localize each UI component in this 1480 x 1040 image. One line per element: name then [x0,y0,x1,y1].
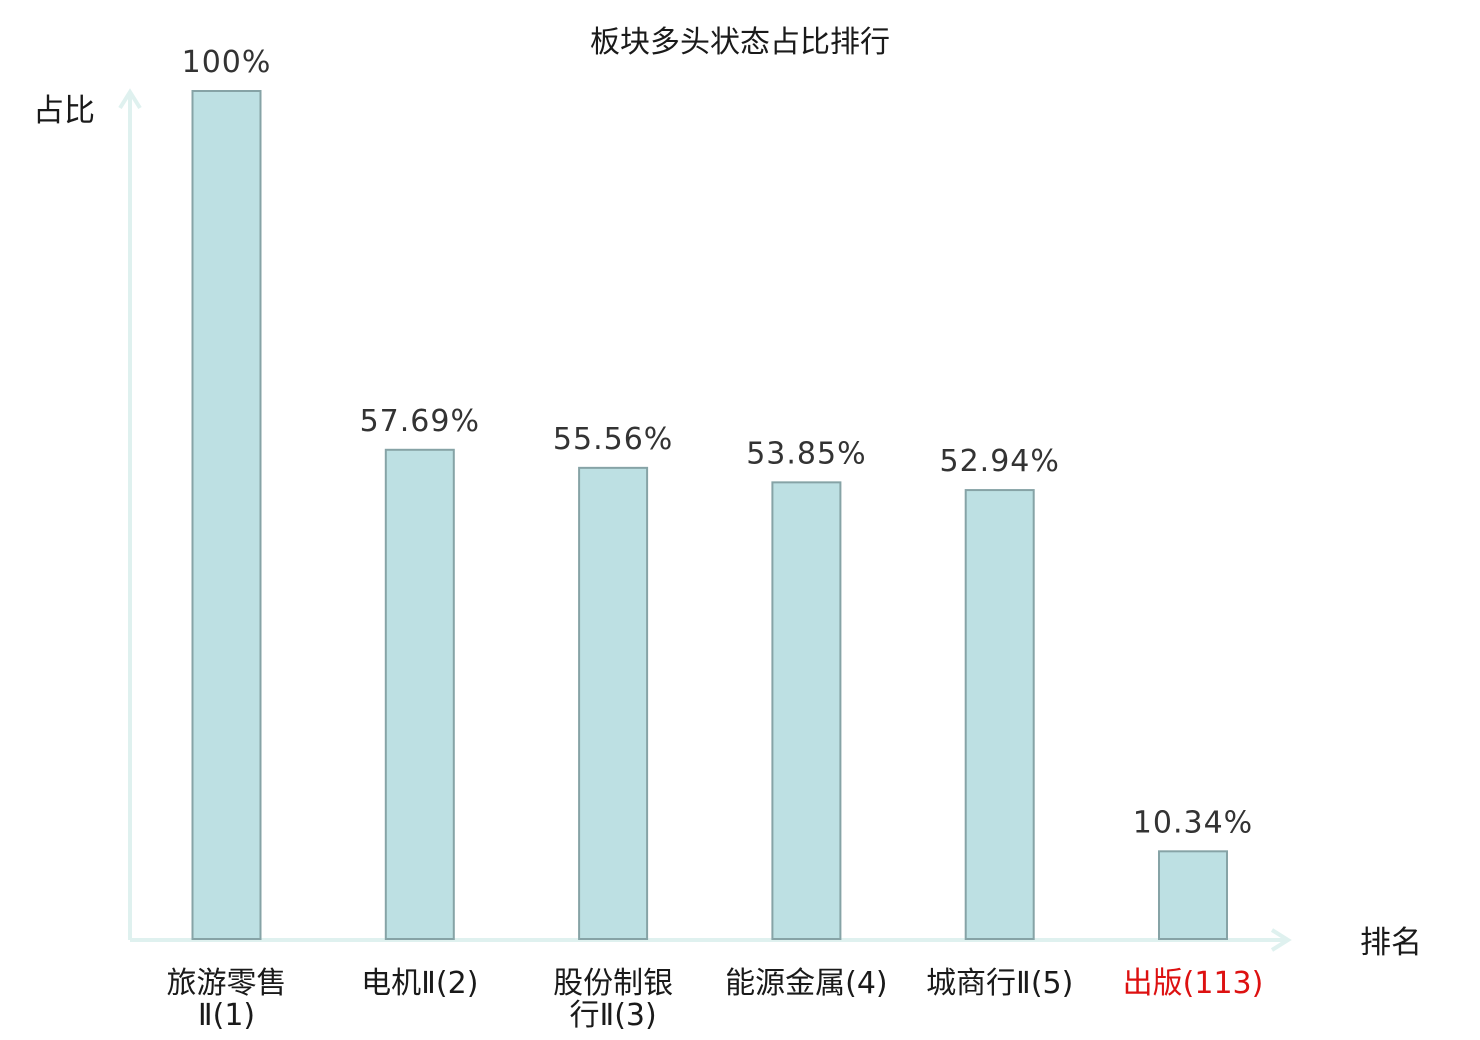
x-axis-arrow [1270,928,1292,952]
axes [118,88,1292,952]
value-labels-group: 100% 57.69% 55.56% 53.85% 52.94% 10.34% [182,45,1253,840]
x-axis-label: 排名 [1360,925,1422,961]
bar-6 [1158,850,1228,940]
category-label-4-line-1: 能源金属(4) [725,966,888,1001]
chart-title: 板块多头状态占比排行 [590,25,890,60]
bar-4 [771,481,842,940]
category-label-5-line-1: 城商行Ⅱ(5) [926,966,1073,1001]
value-label-4: 53.85% [746,436,866,471]
category-label-1-line-1: 旅游零售 [167,966,287,1001]
category-label-3-line-1: 股份制银 [553,966,673,1001]
category-label-6-line-1: 出版(113) [1123,966,1264,1001]
y-axis-label: 占比 [33,93,95,129]
y-axis-arrow [118,88,142,110]
value-label-1: 100% [182,45,272,80]
bar-5 [964,489,1035,940]
value-label-5: 52.94% [940,444,1060,479]
value-label-6: 10.34% [1133,805,1253,840]
bar-3 [578,466,649,940]
category-label-1-line-2: Ⅱ(1) [198,998,255,1033]
category-label-3-line-2: 行Ⅱ(3) [569,998,656,1033]
bar-2 [384,448,455,940]
category-label-2-line-1: 电机Ⅱ(2) [361,966,478,1001]
bar-1 [191,90,262,940]
value-label-2: 57.69% [360,404,480,439]
value-label-3: 55.56% [553,422,673,457]
bars-group [191,90,1228,940]
